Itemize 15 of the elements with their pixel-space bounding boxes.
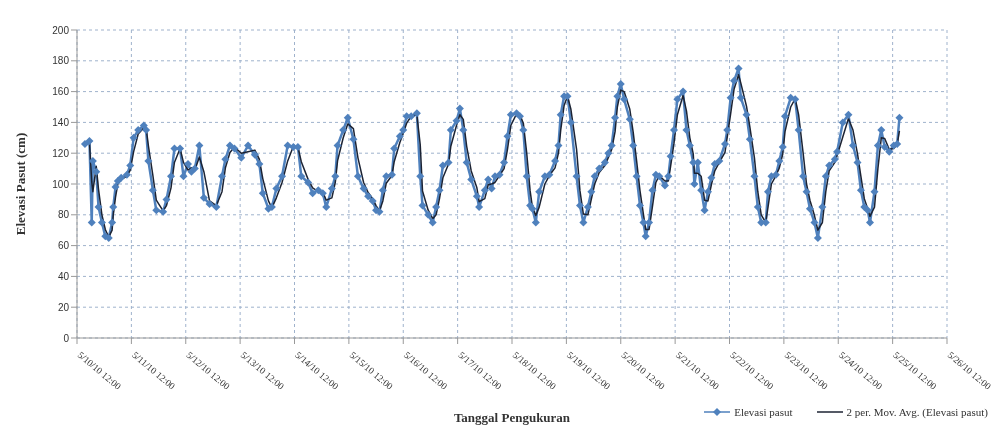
legend-label: 2 per. Mov. Avg. (Elevasi pasut) — [846, 406, 988, 418]
y-tick-label: 140 — [52, 116, 70, 128]
y-tick-label: 200 — [52, 24, 70, 36]
y-tick-label: 180 — [52, 55, 70, 67]
y-tick-label: 100 — [52, 178, 70, 190]
y-tick-label: 120 — [52, 147, 70, 159]
y-tick-label: 0 — [63, 332, 70, 344]
y-tick-label: 80 — [57, 209, 70, 221]
legend-label: Elevasi pasut — [734, 406, 793, 418]
x-axis-title: Tanggal Pengukuran — [453, 410, 571, 425]
y-tick-label: 160 — [52, 86, 70, 98]
y-axis-title: Elevasi Pasut (cm) — [12, 132, 28, 236]
y-tick-label: 20 — [57, 301, 70, 313]
y-tick-label: 60 — [57, 240, 70, 252]
y-tick-label: 40 — [57, 270, 70, 282]
